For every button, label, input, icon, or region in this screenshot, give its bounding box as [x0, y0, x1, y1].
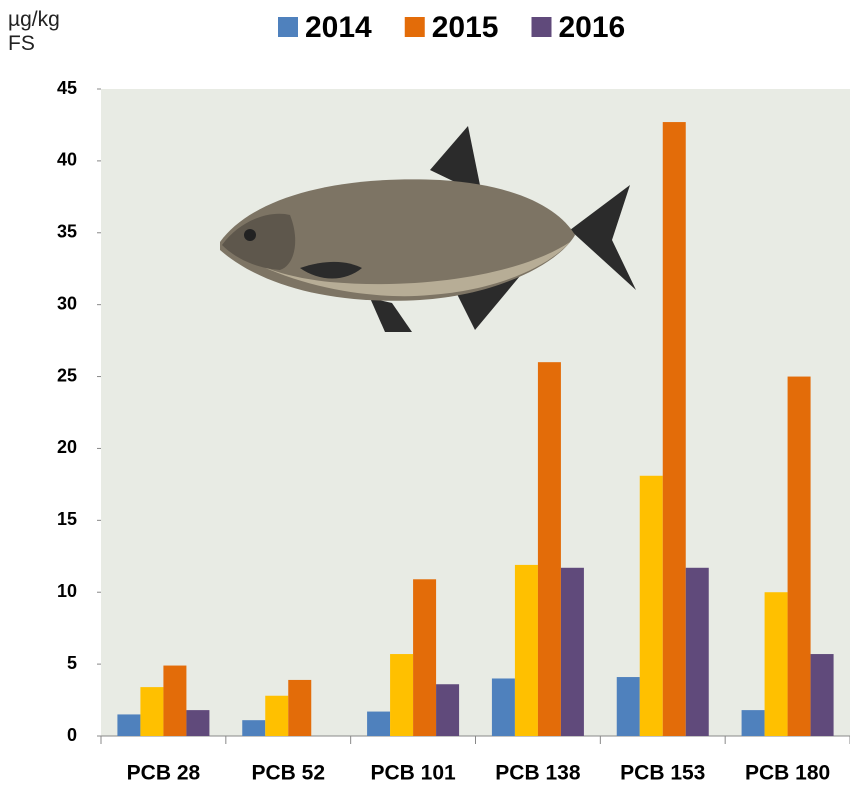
bar	[140, 687, 163, 736]
bar	[640, 476, 663, 736]
bar	[163, 666, 186, 736]
y-tick-label: 30	[57, 293, 77, 313]
legend-swatch	[278, 17, 298, 37]
bar	[811, 654, 834, 736]
bar	[186, 710, 209, 736]
bar	[561, 568, 584, 736]
chart: 0 5 10 15 20 25 30 35 40 45 PCB 28 PCB 52 PCB 101 PCB…	[0, 0, 850, 788]
y-tick-label: 0	[67, 725, 77, 745]
bar	[515, 565, 538, 736]
x-tick-label: PCB 153	[620, 762, 705, 785]
y-tick-label: 40	[57, 150, 77, 170]
bar	[742, 710, 765, 736]
bar	[390, 654, 413, 736]
x-tick-label: PCB 138	[495, 762, 581, 785]
legend-label: 2014	[305, 11, 372, 44]
x-tick-label: PCB 180	[745, 762, 830, 785]
bar	[288, 680, 311, 736]
bar	[492, 678, 515, 736]
y-tick-label: 5	[67, 653, 77, 673]
x-tick-label: PCB 28	[127, 762, 201, 785]
page: {"chart_data": {"type": "bar", "y_label"…	[0, 0, 850, 788]
bar	[265, 696, 288, 736]
legend-swatch	[405, 17, 425, 37]
y-tick-label: 45	[57, 78, 77, 98]
bar	[242, 720, 265, 736]
legend-label: 2016	[559, 11, 626, 44]
y-tick-label: 35	[57, 222, 77, 242]
bar	[538, 362, 561, 736]
bar	[663, 122, 686, 736]
bar	[117, 714, 140, 736]
legend-swatch	[532, 17, 552, 37]
x-tick-label: PCB 101	[370, 762, 456, 785]
y-tick-label: 20	[57, 437, 77, 457]
bar	[788, 377, 811, 736]
bar	[686, 568, 709, 736]
y-tick-label: 25	[57, 365, 77, 385]
bar	[436, 684, 459, 736]
y-tick-label: 15	[57, 509, 77, 529]
bar	[413, 579, 436, 736]
y-tick-label: 10	[57, 581, 77, 601]
bar	[765, 592, 788, 736]
legend-label: 2015	[432, 11, 499, 44]
bar	[617, 677, 640, 736]
x-tick-label: PCB 52	[251, 762, 325, 785]
bar	[367, 712, 390, 736]
